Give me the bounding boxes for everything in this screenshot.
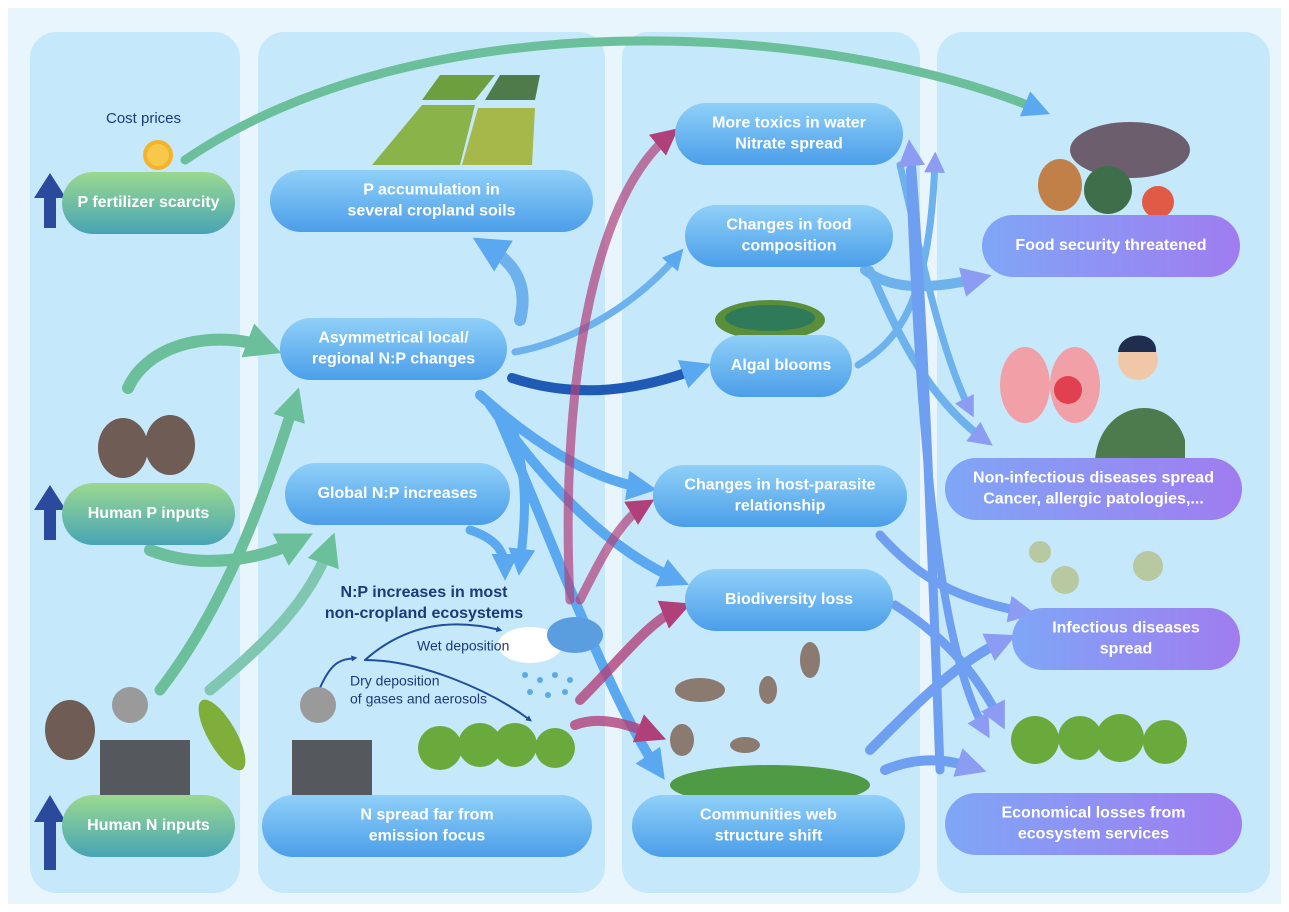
- node-label: N spread far from: [360, 807, 493, 824]
- node: Human N inputs: [62, 795, 235, 857]
- node-box: [685, 205, 893, 267]
- node-label: regional N:P changes: [312, 351, 475, 368]
- node-box: [1012, 608, 1240, 670]
- node: Changes in food composition: [685, 205, 893, 267]
- node: Global N:P increases: [285, 463, 510, 525]
- node-label: P fertilizer scarcity: [77, 194, 219, 211]
- node-label: Nitrate spread: [735, 136, 843, 153]
- node: Human P inputs: [62, 483, 235, 545]
- node-label: relationship: [735, 498, 826, 515]
- wet-deposition: Wet deposition: [417, 638, 509, 654]
- node-box: [280, 318, 507, 380]
- node: Infectious diseases spread: [1012, 608, 1240, 670]
- node: Asymmetrical local/regional N:P changes: [280, 318, 507, 380]
- node-label: spread: [1100, 641, 1152, 658]
- node-box: [653, 465, 907, 527]
- node-label: emission focus: [369, 828, 486, 845]
- cost-prices: Cost prices: [106, 110, 181, 127]
- node-label: Communities web: [700, 807, 837, 824]
- dry-deposition-line: Dry deposition: [350, 673, 440, 689]
- node-label: Infectious diseases: [1052, 620, 1200, 637]
- diagram: P fertilizer scarcity Human P inputs Human…: [0, 0, 1289, 912]
- node-label: More toxics in water: [712, 115, 866, 132]
- node: Biodiversity loss: [685, 569, 893, 631]
- node-label: Changes in food: [726, 217, 851, 234]
- node-label: Asymmetrical local/: [318, 330, 469, 347]
- np-increase-line: N:P increases in most: [341, 584, 509, 601]
- node-label: Economical losses from: [1001, 805, 1185, 822]
- node-label: Human P inputs: [88, 505, 210, 522]
- node: Algal blooms: [710, 335, 852, 397]
- node-box: [945, 793, 1242, 855]
- node-box: [262, 795, 592, 857]
- node: Changes in host-parasite relationship: [653, 465, 907, 527]
- node-label: P accumulation in: [363, 182, 500, 199]
- node: More toxics in water Nitrate spread: [675, 103, 903, 165]
- node-box: [945, 458, 1242, 520]
- node-label: Non-infectious diseases spread: [973, 470, 1214, 487]
- node: P fertilizer scarcity: [62, 172, 235, 234]
- node-label: Algal blooms: [731, 357, 832, 374]
- node: Non-infectious diseases spread Cancer, al…: [945, 458, 1242, 520]
- node: Economical losses from ecosystem services: [945, 793, 1242, 855]
- node-label: Biodiversity loss: [725, 591, 853, 608]
- node-box: [270, 170, 593, 232]
- dry-deposition-line: of gases and aerosols: [350, 691, 487, 707]
- node-label: ecosystem services: [1018, 826, 1169, 843]
- node-box: [632, 795, 905, 857]
- node-label: structure shift: [715, 828, 823, 845]
- node-label: Cancer, allergic patologies,...: [983, 491, 1204, 508]
- node: P accumulation in several cropland soils: [270, 170, 593, 232]
- node-box: [675, 103, 903, 165]
- node-label: Food security threatened: [1015, 237, 1206, 254]
- node-label: composition: [741, 238, 836, 255]
- node-label: Global N:P increases: [318, 485, 478, 502]
- node: Food security threatened: [982, 215, 1240, 277]
- node-label: Changes in host-parasite: [684, 477, 875, 494]
- node-label: several cropland soils: [347, 203, 515, 220]
- node: Communities web structure shift: [632, 795, 905, 857]
- node-label: Human N inputs: [87, 817, 210, 834]
- np-increase-line: non-cropland ecosystems: [325, 605, 523, 622]
- node: N spread far from emission focus: [262, 795, 592, 857]
